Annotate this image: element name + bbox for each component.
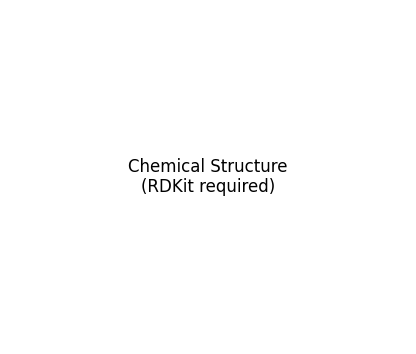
Text: Chemical Structure
(RDKit required): Chemical Structure (RDKit required) — [128, 158, 288, 196]
